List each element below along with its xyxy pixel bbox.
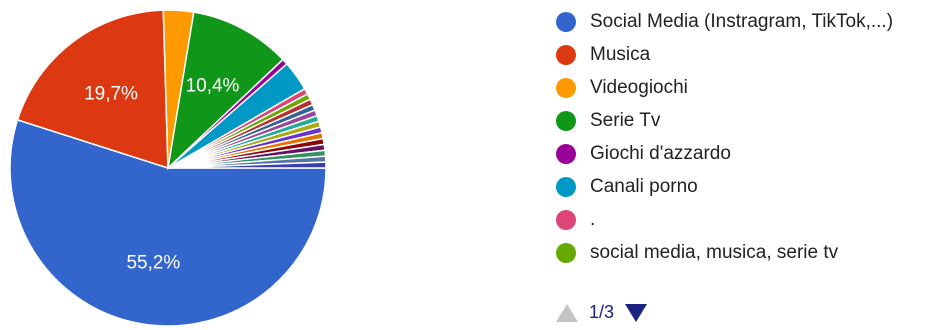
legend-item-label: Videogiochi [590, 76, 688, 98]
pie-slice-0[interactable] [9, 118, 327, 327]
legend-color-dot-icon [556, 77, 576, 98]
legend-pager: 1/3 [556, 302, 648, 323]
pager-down-arrow-icon[interactable] [625, 303, 648, 322]
legend-item[interactable]: social media, musica, serie tv [556, 236, 926, 269]
legend-item[interactable]: Giochi d'azzardo [556, 137, 926, 170]
legend-color-dot-icon [556, 242, 576, 263]
pie-slice-label-3: 10,4% [186, 75, 240, 96]
legend-item-label: Canali porno [590, 175, 698, 197]
legend-color-dot-icon [556, 110, 576, 131]
pie-slice-label-1: 19,7% [84, 83, 138, 104]
pager-page-indicator: 1/3 [589, 302, 615, 322]
legend-item-label: Musica [590, 43, 651, 65]
pie-slice-3[interactable] [166, 11, 284, 171]
legend-color-dot-icon [556, 44, 576, 65]
legend-item[interactable]: Social Media (Instragram, TikTok,...) [556, 5, 926, 38]
pie-slice-19[interactable] [167, 161, 327, 169]
pie-slice-label-0: 55,2% [126, 253, 180, 274]
legend-item[interactable]: Canali porno [556, 170, 926, 203]
legend-item-label: Serie Tv [590, 109, 661, 131]
pie-chart-svg: 55,2% 19,7% 10,4% [9, 9, 327, 327]
legend-color-dot-icon [556, 143, 576, 164]
legend-item[interactable]: Videogiochi [556, 71, 926, 104]
legend-item-label: . [590, 208, 596, 230]
legend-item[interactable]: Musica [556, 38, 926, 71]
legend-item-label: social media, musica, serie tv [590, 241, 839, 263]
legend-color-dot-icon [556, 176, 576, 197]
legend-item[interactable]: Serie Tv [556, 104, 926, 137]
pager-up-arrow-icon[interactable] [556, 303, 578, 322]
pie-slice-1[interactable] [16, 9, 169, 170]
legend-color-dot-icon [556, 11, 576, 32]
legend-color-dot-icon [556, 209, 576, 230]
legend-item-label: Social Media (Instragram, TikTok,...) [590, 10, 894, 32]
legend-item[interactable]: . [556, 203, 926, 236]
legend-item-label: Giochi d'azzardo [590, 142, 731, 164]
legend: Social Media (Instragram, TikTok,...) Mus… [556, 5, 926, 269]
